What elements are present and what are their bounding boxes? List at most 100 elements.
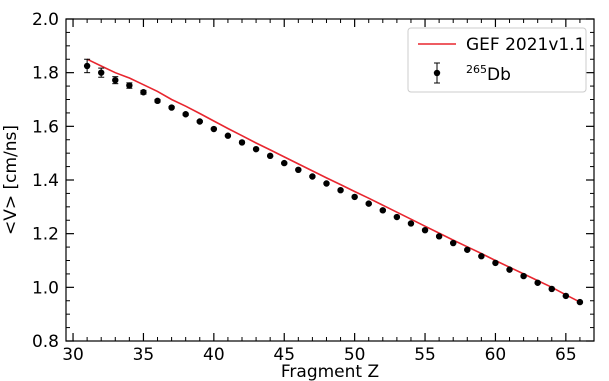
db-data-point xyxy=(478,253,485,260)
db-data-point xyxy=(238,139,246,146)
db-marker xyxy=(492,259,499,267)
db-marker xyxy=(266,152,274,160)
db-data-point xyxy=(266,152,274,160)
y-tick-label: 0.8 xyxy=(32,332,59,352)
db-marker xyxy=(224,132,232,139)
db-data-point xyxy=(450,239,457,247)
db-marker xyxy=(281,159,288,167)
db-marker xyxy=(83,62,91,70)
db-marker xyxy=(576,298,584,306)
db-marker xyxy=(98,69,105,76)
db-marker xyxy=(126,82,133,89)
db-data-point xyxy=(520,272,527,280)
db-data-point xyxy=(126,82,133,89)
db-marker xyxy=(450,239,457,247)
y-tick-label: 1.8 xyxy=(32,64,59,84)
x-tick-label: 30 xyxy=(62,345,84,365)
db-data-point xyxy=(281,159,288,167)
legend: GEF 2021v1.1 265Db xyxy=(407,27,587,93)
db-data-point xyxy=(351,193,358,201)
db-marker xyxy=(309,173,316,180)
data-layer xyxy=(83,58,584,306)
db-data-point xyxy=(112,76,119,85)
db-marker xyxy=(478,253,485,260)
db-data-point xyxy=(379,207,386,214)
y-axis-label: <V> [cm/ns] xyxy=(1,125,21,235)
legend-db-label: 265Db xyxy=(466,63,511,85)
db-marker xyxy=(210,125,218,133)
db-data-point xyxy=(548,285,555,293)
db-data-point xyxy=(309,173,316,180)
db-marker xyxy=(112,76,119,84)
db-data-point xyxy=(562,292,570,300)
x-tick-label: 55 xyxy=(414,345,436,365)
db-data-point xyxy=(182,111,189,118)
db-marker xyxy=(435,233,443,240)
db-marker xyxy=(238,139,246,146)
db-marker xyxy=(534,279,541,286)
x-tick-label: 45 xyxy=(273,345,295,365)
db-marker xyxy=(154,97,161,105)
db-data-point xyxy=(464,246,471,253)
db-data-point xyxy=(83,58,91,74)
db-data-point xyxy=(140,89,147,96)
db-data-point xyxy=(492,259,499,267)
db-data-point xyxy=(323,180,330,187)
y-tick-label: 2.0 xyxy=(32,10,59,30)
db-marker xyxy=(421,226,429,234)
db-data-point xyxy=(210,125,218,133)
axes: 30 35 40 45 50 55 60 65 0.8 1.0 1.2 1.4 1.6 1.8 2.0 xyxy=(32,10,595,365)
db-marker xyxy=(323,180,330,187)
db-marker xyxy=(196,118,203,125)
y-tick-label: 1.4 xyxy=(32,171,59,191)
db-marker xyxy=(365,200,372,207)
db-marker xyxy=(295,166,302,174)
db-marker xyxy=(379,207,386,214)
db-marker xyxy=(337,186,344,194)
db-marker xyxy=(182,111,189,118)
db-data-point xyxy=(337,186,344,194)
db-data-point xyxy=(365,200,372,207)
gef-line xyxy=(86,58,581,303)
db-data-point xyxy=(98,67,105,78)
db-data-point xyxy=(576,298,584,306)
db-marker xyxy=(407,220,415,227)
db-data-point xyxy=(393,213,401,221)
x-tick-label: 65 xyxy=(555,345,577,365)
db-data-point xyxy=(435,233,443,240)
x-tick-label: 40 xyxy=(203,345,225,365)
y-tick-label: 1.2 xyxy=(32,225,59,245)
db-data-point xyxy=(506,266,513,273)
db-marker xyxy=(548,285,555,293)
db-marker xyxy=(140,89,147,96)
db-marker xyxy=(464,246,471,253)
db-data-point xyxy=(168,104,175,111)
db-data-point xyxy=(252,145,260,153)
db-data-point xyxy=(196,118,203,125)
db-marker xyxy=(393,213,401,221)
db-marker xyxy=(506,266,513,273)
db-data-point xyxy=(534,279,541,286)
y-tick-label: 1.6 xyxy=(32,117,59,137)
x-tick-label: 50 xyxy=(344,345,366,365)
db-data-point xyxy=(295,166,302,174)
db-marker xyxy=(562,292,570,300)
db-marker xyxy=(252,145,260,153)
db-marker xyxy=(351,193,358,201)
legend-db-superscript: 265 xyxy=(466,63,487,76)
db-data-point xyxy=(421,226,429,234)
legend-gef-label: GEF 2021v1.1 xyxy=(466,35,585,55)
db-marker xyxy=(168,104,175,111)
legend-db-main: Db xyxy=(487,65,511,85)
x-axis-label: Fragment Z xyxy=(281,362,379,381)
y-tick-label: 1.0 xyxy=(32,278,59,298)
db-marker xyxy=(520,272,527,280)
x-tick-label: 60 xyxy=(485,345,507,365)
legend-errorbar-swatch xyxy=(433,62,441,84)
db-data-point xyxy=(154,97,161,105)
legend-marker xyxy=(433,69,441,77)
x-tick-label: 35 xyxy=(133,345,155,365)
db-data-point xyxy=(224,132,232,139)
db-data-point xyxy=(407,220,415,227)
